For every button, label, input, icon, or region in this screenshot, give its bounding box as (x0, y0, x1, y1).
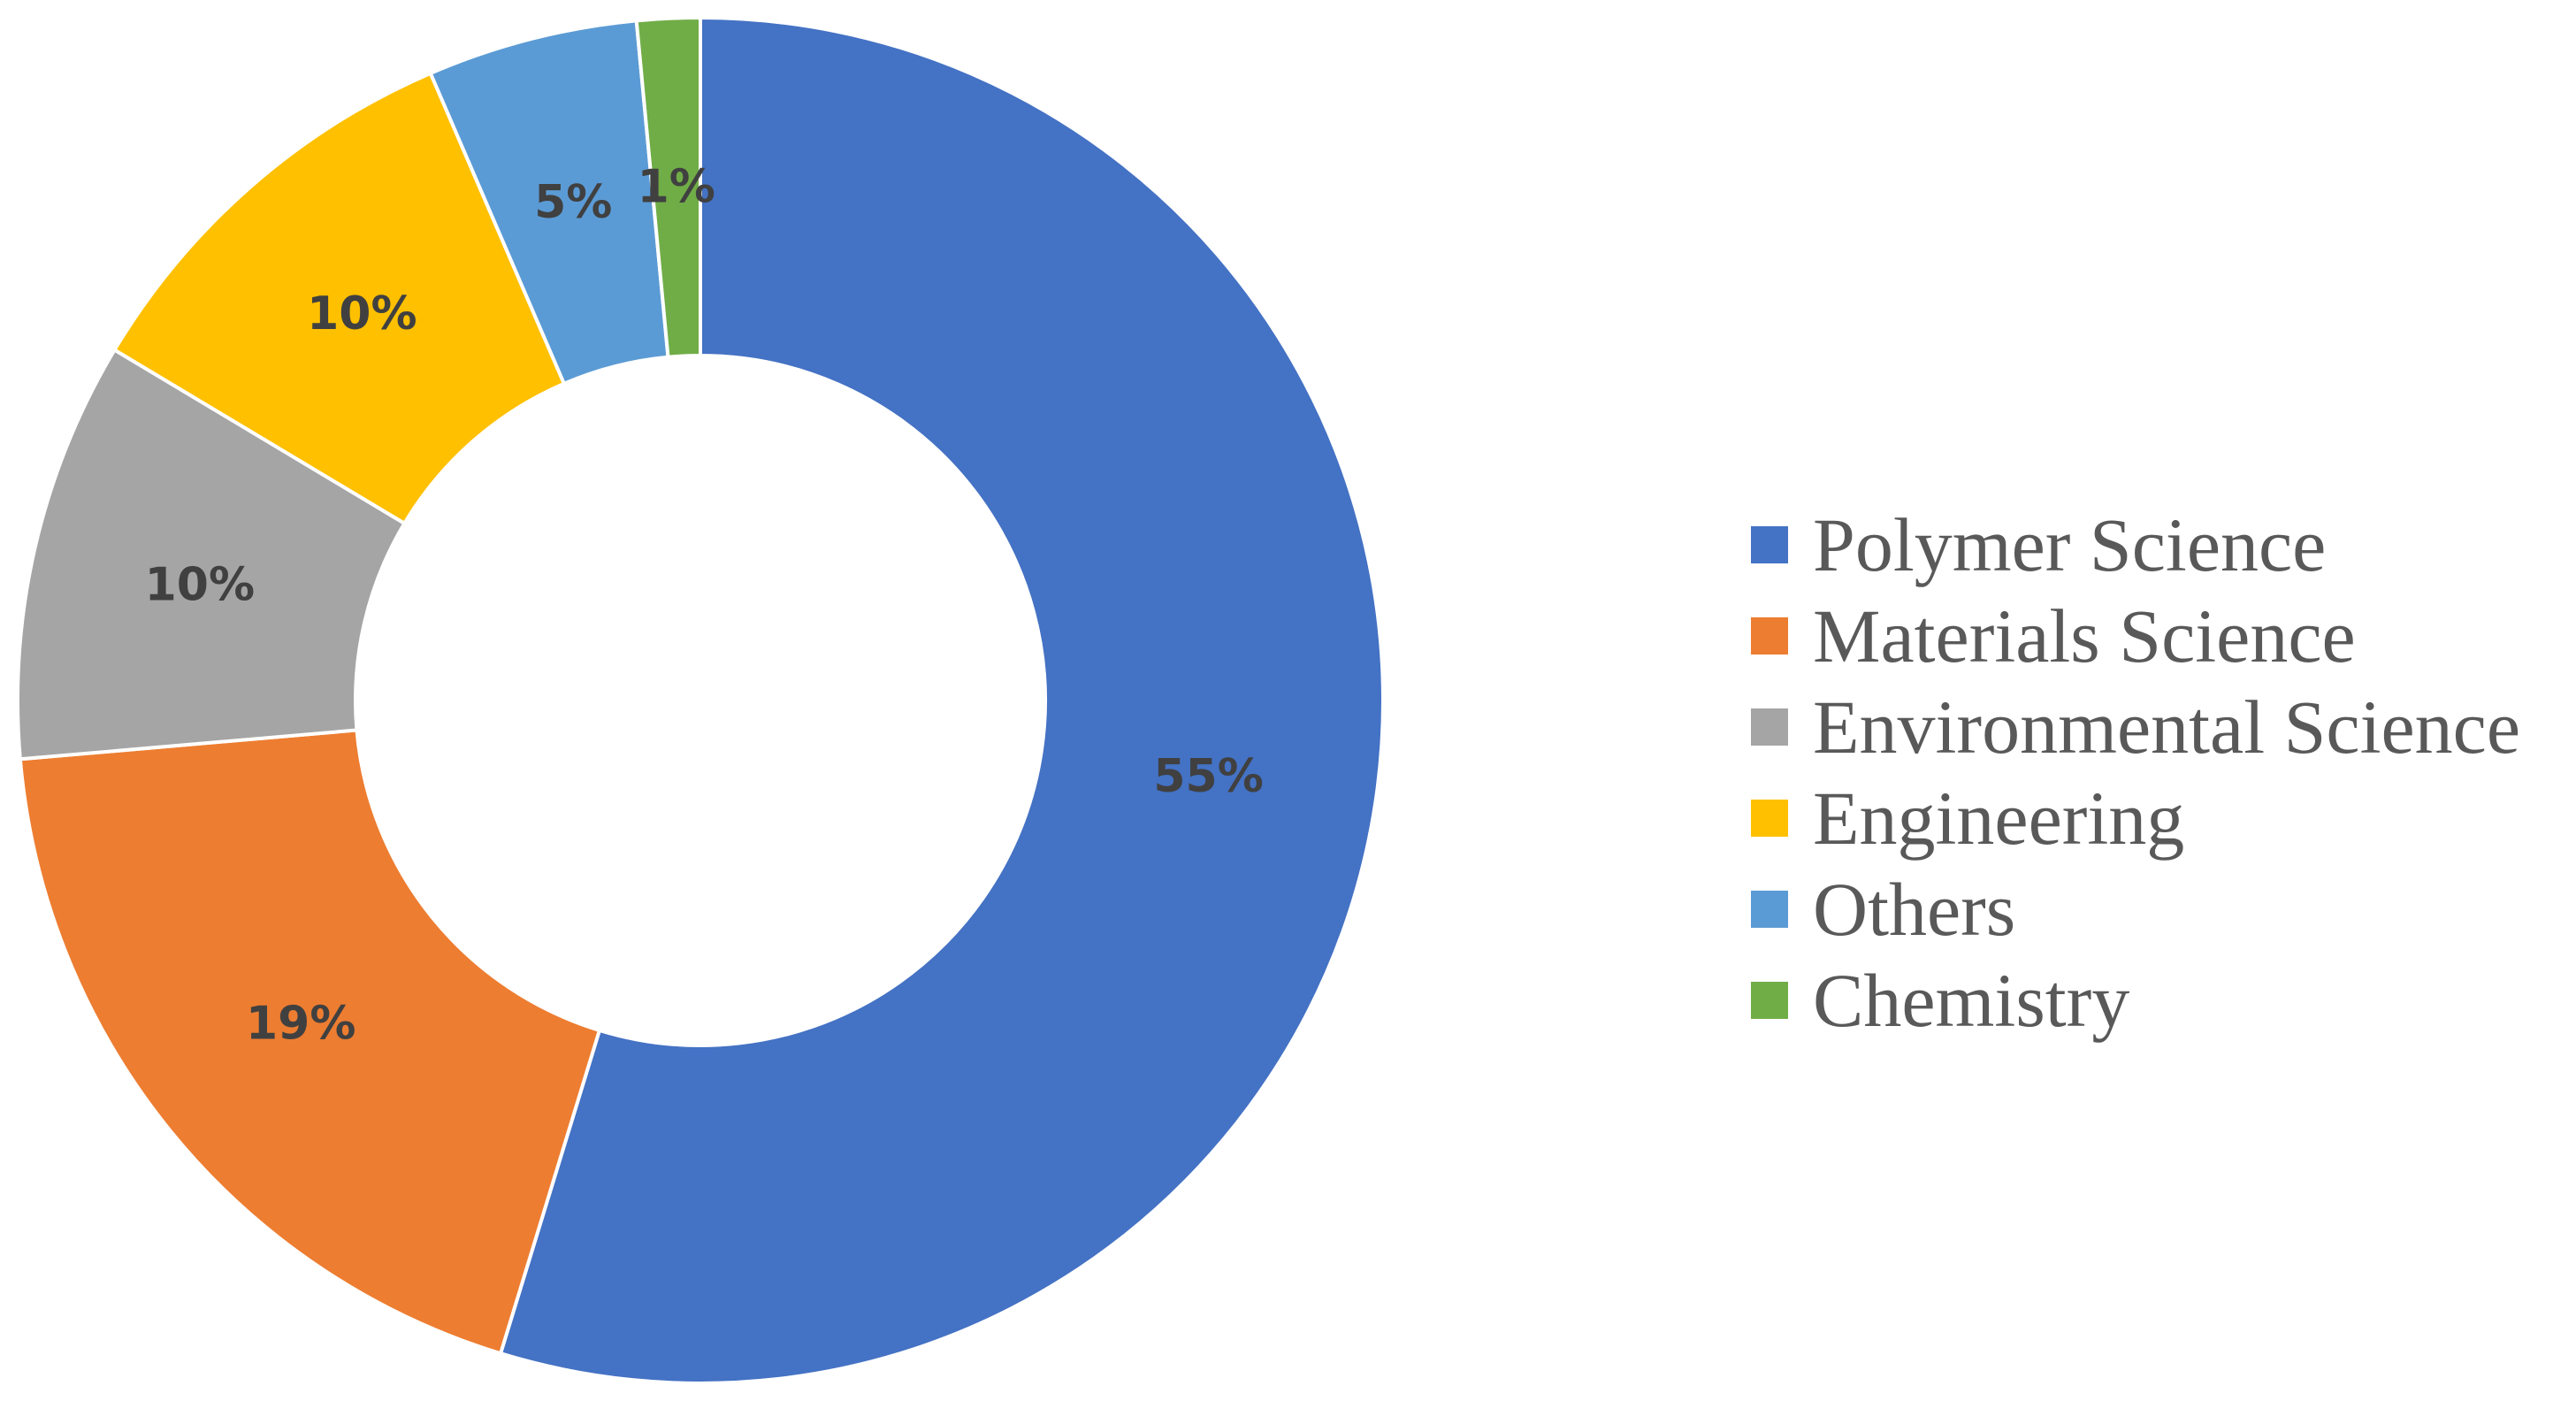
slice-chemistry (634, 15, 702, 359)
slices-layer (16, 15, 1385, 1385)
legend-label: Environmental Science (1813, 685, 2520, 769)
legend-label: Polymer Science (1813, 502, 2326, 587)
legend-item-engineering: Engineering (1751, 776, 2184, 861)
legend-item-environmental-science: Environmental Science (1751, 685, 2520, 769)
data-label-chemistry: 1% (638, 161, 715, 214)
legend-swatch (1751, 708, 1788, 746)
legend-swatch (1751, 800, 1788, 837)
legend-label: Engineering (1813, 776, 2184, 861)
legend-item-chemistry: Chemistry (1751, 958, 2129, 1043)
data-labels-layer: 55% 19% 10% 10% 5% 1% (145, 161, 1264, 1051)
data-label-engineering: 10% (307, 287, 417, 341)
legend-label: Chemistry (1813, 958, 2129, 1043)
legend-item-materials-science: Materials Science (1751, 593, 2356, 678)
data-label-materials-science: 19% (246, 997, 355, 1050)
legend-label: Materials Science (1813, 593, 2356, 678)
legend-item-others: Others (1751, 867, 2015, 952)
slice-materials-science (18, 728, 602, 1356)
legend-label: Others (1813, 867, 2015, 952)
legend-swatch (1751, 617, 1788, 655)
legend-item-polymer-science: Polymer Science (1751, 502, 2326, 587)
legend-swatch (1751, 891, 1788, 928)
data-label-others: 5% (534, 176, 612, 229)
slice-polymer-science (498, 15, 1385, 1385)
data-label-environmental-science: 10% (145, 558, 255, 611)
data-label-polymer-science: 55% (1153, 750, 1263, 803)
legend-swatch (1751, 982, 1788, 1019)
slice-environmental-science (16, 347, 408, 762)
slice-engineering (111, 71, 567, 526)
legend-swatch (1751, 526, 1788, 563)
